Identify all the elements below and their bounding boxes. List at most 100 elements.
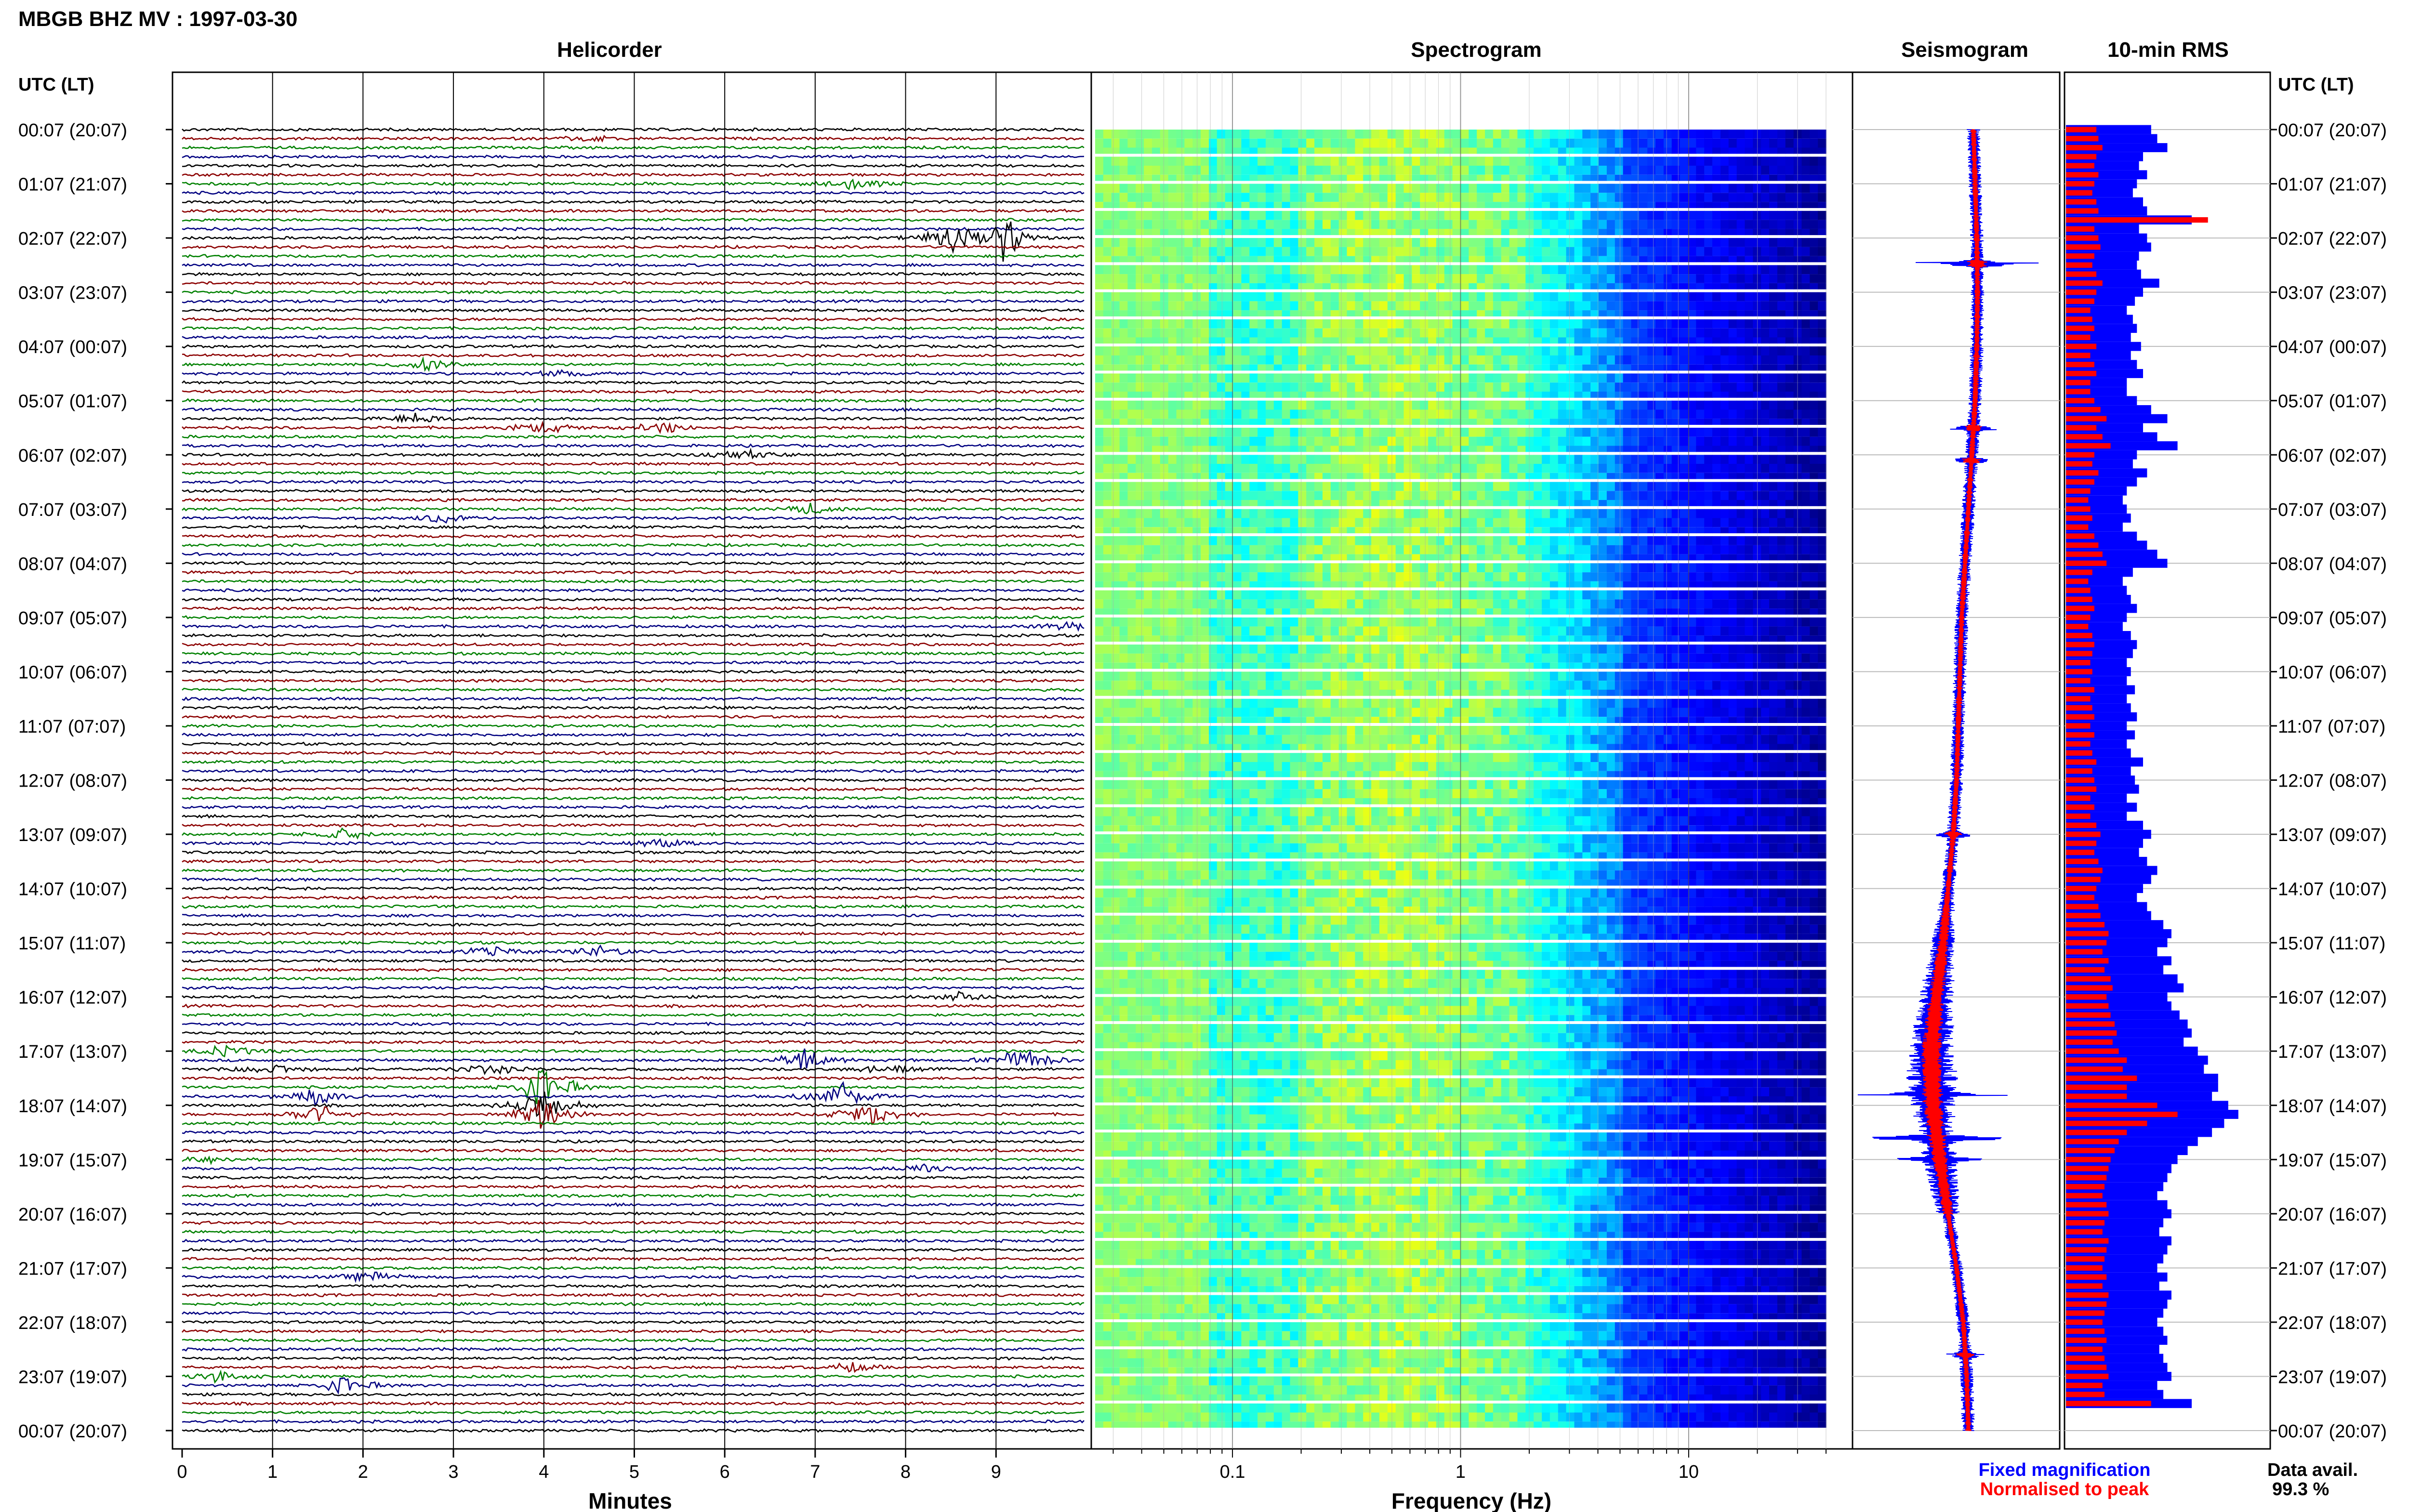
spectrogram-cell [1704,500,1713,506]
spectrogram-cell [1517,210,1526,220]
spectrogram-cell [1444,310,1453,316]
spectrogram-cell [1241,283,1250,289]
spectrogram-cell [1736,193,1746,202]
spectrogram-cell [1192,500,1201,506]
spectrogram-cell [1769,283,1778,289]
spectrogram-cell [1209,247,1218,256]
spectrogram-cell [1395,428,1404,437]
spectrogram-cell [1168,292,1177,302]
spectrogram-cell [1233,518,1242,527]
spectrogram-cell [1582,157,1591,166]
spectrogram-cell [1266,473,1274,479]
spectrogram-cell [1152,238,1161,247]
spectrogram-cell [1566,419,1575,425]
spectrogram-cell [1509,220,1518,229]
spectrogram-cell [1696,500,1705,506]
spectrogram-cell [1745,247,1754,256]
spectrogram-cell [1444,599,1453,609]
spectrogram-cell [1379,518,1388,527]
spectrogram-cell [1542,310,1550,316]
spectrogram-cell [1655,392,1664,398]
spectrogram-cell [1119,563,1128,573]
spectrogram-cell [1769,202,1778,208]
spectrogram-cell [1192,274,1201,283]
spectrogram-cell [1444,301,1453,311]
spectrogram-cell [1680,238,1689,247]
spectrogram-cell [1615,428,1624,437]
spectrogram-cell [1290,238,1299,247]
spectrogram-cell [1639,409,1648,419]
spectrogram-cell [1639,382,1648,392]
spectrogram-cell [1119,428,1128,437]
spectrogram-cell [1330,210,1339,220]
spectrogram-cell [1192,301,1201,311]
spectrogram-cell [1249,220,1258,229]
spectrogram-cell [1534,157,1542,166]
spectrogram-cell [1639,491,1648,500]
spectrogram-cell [1266,166,1274,175]
spectrogram-cell [1460,464,1469,473]
spectrogram-cell [1501,563,1510,573]
spectrogram-cell [1736,283,1746,289]
spectrogram-cell [1233,455,1242,464]
spectrogram-cell [1704,184,1713,193]
spectrogram-cell [1525,355,1534,365]
spectrogram-cell [1680,590,1689,600]
spectrogram-cell [1655,536,1664,545]
spectrogram-cell [1501,536,1510,545]
spectrogram-cell [1777,238,1786,247]
spectrogram-cell [1704,265,1713,275]
spectrogram-cell [1420,518,1429,527]
helicorder-trace [182,1039,1085,1045]
spectrogram-cell [1266,518,1274,527]
spectrogram-cell [1606,310,1615,316]
spectrogram-cell [1615,193,1624,202]
spectrogram-cell [1273,355,1283,365]
spectrogram-cell [1549,238,1559,247]
spectrogram-cell [1549,256,1559,263]
spectrogram-cell [1534,464,1542,473]
spectrogram-cell [1509,464,1518,473]
spectrogram-cell [1582,337,1591,344]
spectrogram-cell [1745,157,1754,166]
spectrogram-cell [1257,554,1266,561]
helicorder-trace [182,1401,1085,1406]
spectrogram-cell [1599,328,1607,338]
spectrogram-cell [1225,130,1234,139]
spectrogram-cell [1639,436,1648,446]
spectrogram-cell [1680,274,1689,283]
spectrogram-cell [1176,581,1185,588]
spectrogram-cell [1444,491,1453,500]
spectrogram-cell [1542,328,1550,338]
spectrogram-cell [1712,166,1721,175]
spectrogram-cell [1290,337,1299,344]
spectrogram-cell [1606,572,1615,581]
spectrogram-cell [1785,428,1794,437]
spectrogram-cell [1623,310,1632,316]
spectrogram-cell [1477,473,1485,479]
right-axis-label: UTC (LT) [2278,75,2354,95]
spectrogram-cell [1444,364,1453,371]
spectrogram-cell [1615,382,1624,392]
helicorder-trace [182,178,1085,191]
spectrogram-cell [1176,482,1185,491]
spectrogram-cell [1599,509,1607,518]
spectrogram-cell [1680,409,1689,419]
spectrogram-cell [1769,337,1778,344]
spectrogram-cell [1266,373,1274,383]
spectrogram-cell [1379,238,1388,247]
spectrogram-cell [1355,590,1364,600]
spectrogram-cell [1615,274,1624,283]
spectrogram-cell [1452,157,1461,166]
spectrogram-cell [1257,428,1266,437]
spectrogram-cell [1355,364,1364,371]
spectrogram-cell [1574,319,1583,329]
spectrogram-cell [1152,174,1161,181]
spectrogram-cell [1266,147,1274,154]
spectrogram-cell [1663,491,1672,500]
spectrogram-cell [1241,563,1250,573]
spectrogram-cell [1306,238,1315,247]
spectrogram-cell [1485,599,1494,609]
spectrogram-cell [1452,554,1461,561]
spectrogram-cell [1469,554,1478,561]
